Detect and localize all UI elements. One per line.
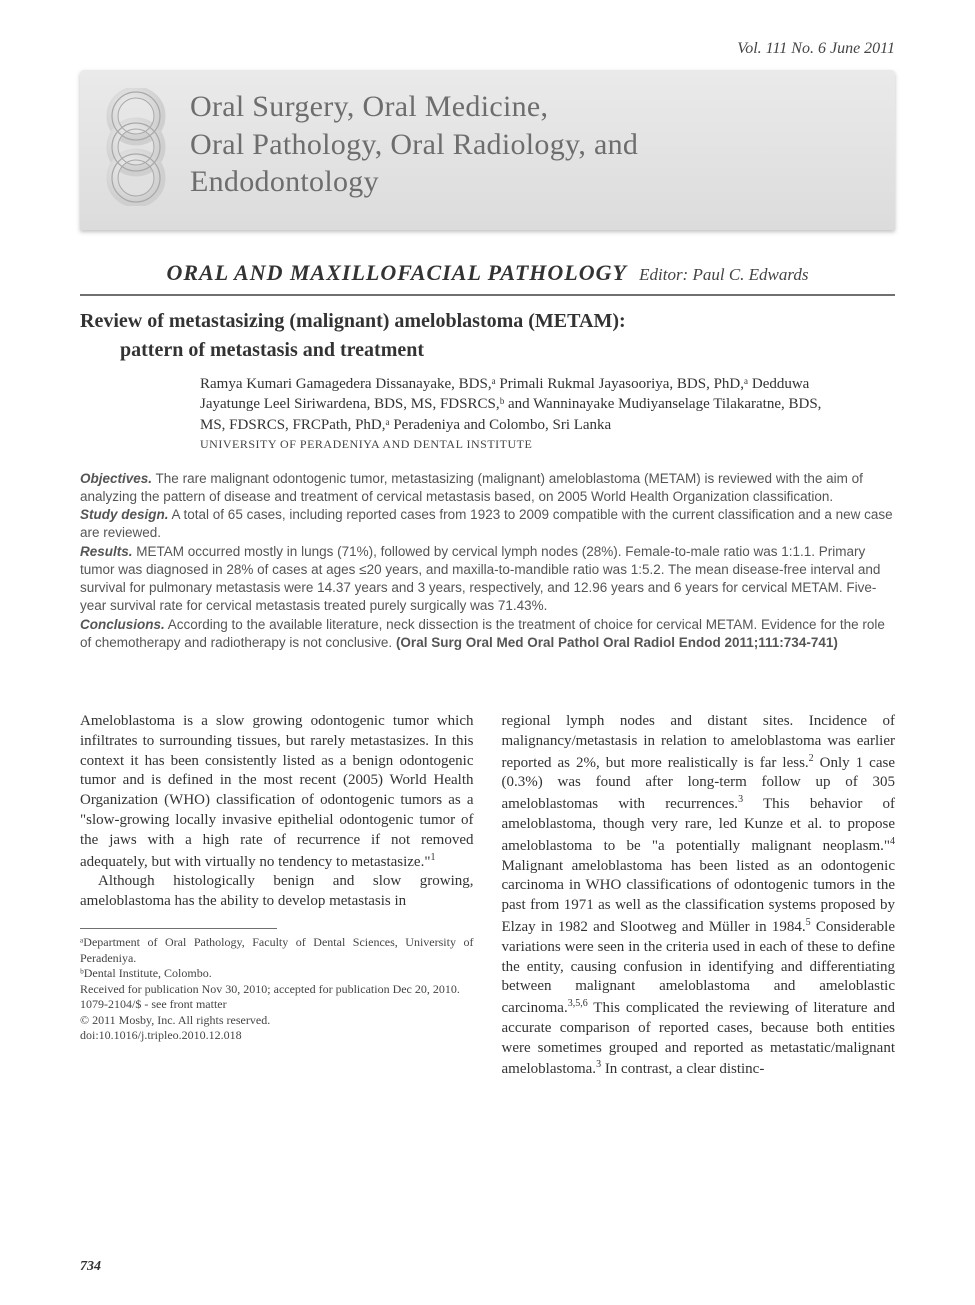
- section-title: ORAL AND MAXILLOFACIAL PATHOLOGY: [166, 260, 626, 285]
- body-columns: Ameloblastoma is a slow growing odontoge…: [80, 712, 895, 1080]
- abstract-objectives: The rare malignant odontogenic tumor, me…: [80, 471, 863, 504]
- body-paragraph: regional lymph nodes and distant sites. …: [502, 712, 896, 1080]
- column-right: regional lymph nodes and distant sites. …: [502, 712, 896, 1080]
- divider: [80, 294, 895, 296]
- abstract-study-label: Study design.: [80, 507, 169, 522]
- journal-title-line: Oral Pathology, Oral Radiology, and: [190, 126, 638, 164]
- footnote-line: 1079-2104/$ - see front matter: [80, 997, 474, 1013]
- abstract-conclusions-label: Conclusions.: [80, 617, 165, 632]
- article-title: Review of metastasizing (malignant) amel…: [80, 308, 895, 335]
- body-paragraph: Although histologically benign and slow …: [80, 872, 474, 912]
- journal-title-line: Endodontology: [190, 163, 638, 201]
- affiliation-line: UNIVERSITY OF PERADENIYA AND DENTAL INST…: [200, 437, 895, 452]
- journal-title-line: Oral Surgery, Oral Medicine,: [190, 88, 638, 126]
- footnote-line: ᵃDepartment of Oral Pathology, Faculty o…: [80, 935, 474, 966]
- abstract-results-label: Results.: [80, 544, 133, 559]
- abstract-objectives-label: Objectives.: [80, 471, 152, 486]
- abstract-study: A total of 65 cases, including reported …: [80, 507, 893, 540]
- column-left: Ameloblastoma is a slow growing odontoge…: [80, 712, 474, 1080]
- footnote-line: doi:10.1016/j.tripleo.2010.12.018: [80, 1028, 474, 1044]
- citation-ref: 3,5,6: [568, 998, 588, 1009]
- editor-label: Editor: Paul C. Edwards: [639, 265, 808, 284]
- abstract-results: METAM occurred mostly in lungs (71%), fo…: [80, 544, 880, 614]
- body-text: In contrast, a clear distinc-: [601, 1061, 764, 1077]
- journal-logo-icon: [98, 88, 174, 206]
- journal-title: Oral Surgery, Oral Medicine, Oral Pathol…: [190, 88, 638, 201]
- footnotes: ᵃDepartment of Oral Pathology, Faculty o…: [80, 935, 474, 1044]
- section-header: ORAL AND MAXILLOFACIAL PATHOLOGY Editor:…: [80, 260, 895, 286]
- citation-ref: 4: [890, 836, 895, 847]
- article-subtitle: pattern of metastasis and treatment: [120, 339, 895, 362]
- journal-banner: Oral Surgery, Oral Medicine, Oral Pathol…: [80, 70, 895, 230]
- running-head: Vol. 111 No. 6 June 2011: [80, 40, 895, 58]
- page-number: 734: [80, 1259, 101, 1275]
- abstract: Objectives. The rare malignant odontogen…: [80, 470, 895, 652]
- footnote-rule: [80, 928, 277, 929]
- footnote-line: © 2011 Mosby, Inc. All rights reserved.: [80, 1013, 474, 1029]
- citation-ref: 1: [430, 852, 435, 863]
- authors-block: Ramya Kumari Gamagedera Dissanayake, BDS…: [200, 374, 835, 435]
- body-text: Ameloblastoma is a slow growing odontoge…: [80, 713, 474, 870]
- body-paragraph: Ameloblastoma is a slow growing odontoge…: [80, 712, 474, 872]
- footnote-line: ᵇDental Institute, Colombo.: [80, 966, 474, 982]
- abstract-citation: (Oral Surg Oral Med Oral Pathol Oral Rad…: [396, 635, 838, 650]
- footnote-line: Received for publication Nov 30, 2010; a…: [80, 982, 474, 998]
